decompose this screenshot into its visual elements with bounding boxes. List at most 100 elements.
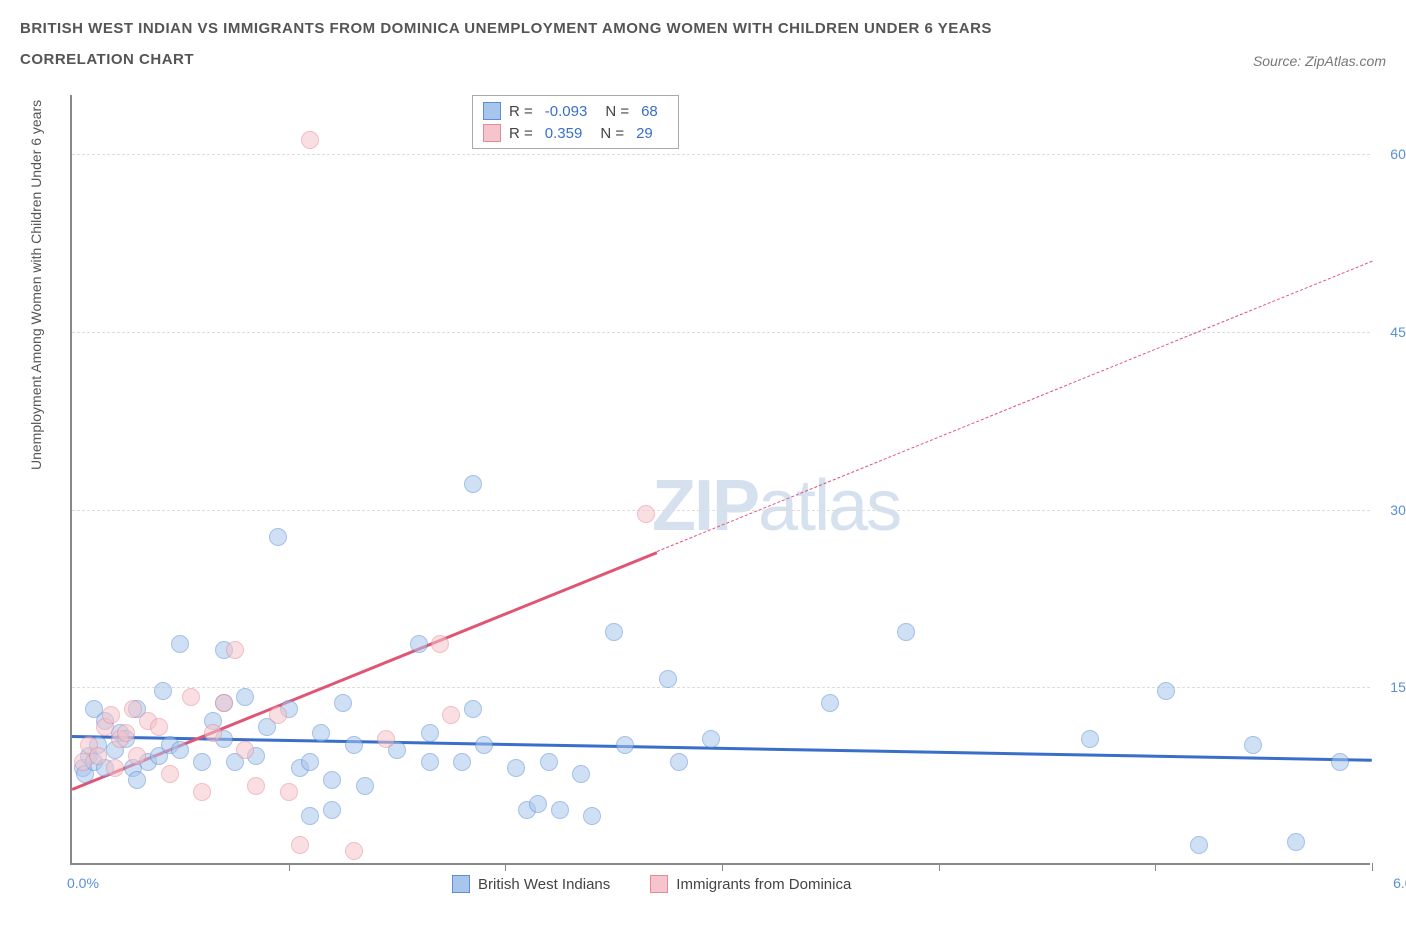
x-tick: [722, 863, 723, 871]
gridline: [72, 154, 1370, 155]
scatter-point: [821, 694, 839, 712]
scatter-point: [1190, 836, 1208, 854]
x-axis-max-label: 6.0%: [1393, 875, 1406, 891]
scatter-point: [453, 753, 471, 771]
scatter-point: [323, 801, 341, 819]
scatter-point: [702, 730, 720, 748]
scatter-point: [1331, 753, 1349, 771]
scatter-point: [128, 771, 146, 789]
scatter-point: [193, 783, 211, 801]
scatter-point: [312, 724, 330, 742]
scatter-point: [1081, 730, 1099, 748]
scatter-point: [334, 694, 352, 712]
scatter-point: [161, 765, 179, 783]
scatter-point: [128, 747, 146, 765]
scatter-point: [1287, 833, 1305, 851]
bottom-legend: British West Indians Immigrants from Dom…: [452, 875, 851, 893]
scatter-point: [215, 694, 233, 712]
x-tick: [1372, 863, 1373, 871]
scatter-point: [280, 783, 298, 801]
scatter-point: [89, 747, 107, 765]
scatter-point: [150, 718, 168, 736]
trend-line-dashed: [657, 261, 1372, 552]
scatter-point: [236, 741, 254, 759]
watermark: ZIPatlas: [652, 465, 900, 547]
x-tick: [505, 863, 506, 871]
scatter-point: [226, 641, 244, 659]
gridline: [72, 510, 1370, 511]
scatter-point: [551, 801, 569, 819]
gridline: [72, 332, 1370, 333]
scatter-point: [442, 706, 460, 724]
scatter-point: [464, 700, 482, 718]
stats-legend: R = -0.093 N = 68 R = 0.359 N = 29: [472, 95, 679, 149]
scatter-point: [464, 475, 482, 493]
stats-row-series2: R = 0.359 N = 29: [483, 122, 668, 144]
scatter-point: [291, 836, 309, 854]
legend-swatch-icon: [452, 875, 470, 893]
scatter-point: [529, 795, 547, 813]
scatter-point: [572, 765, 590, 783]
y-tick-label: 60.0%: [1390, 146, 1406, 162]
scatter-point: [1244, 736, 1262, 754]
scatter-point: [659, 670, 677, 688]
scatter-point: [124, 700, 142, 718]
scatter-point: [897, 623, 915, 641]
legend-swatch-icon: [483, 102, 501, 120]
scatter-point: [1157, 682, 1175, 700]
y-tick-label: 30.0%: [1390, 502, 1406, 518]
source-label: Source: ZipAtlas.com: [1253, 53, 1386, 69]
scatter-point: [540, 753, 558, 771]
scatter-point: [301, 131, 319, 149]
plot-area: ZIPatlas R = -0.093 N = 68 R = 0.359 N =…: [70, 95, 1370, 865]
x-tick: [1155, 863, 1156, 871]
scatter-point: [431, 635, 449, 653]
scatter-point: [637, 505, 655, 523]
scatter-point: [182, 688, 200, 706]
scatter-point: [583, 807, 601, 825]
scatter-point: [269, 528, 287, 546]
legend-item-series1: British West Indians: [452, 875, 610, 893]
chart-title-line2: CORRELATION CHART: [20, 51, 194, 68]
scatter-point: [247, 777, 265, 795]
trend-line: [72, 735, 1372, 762]
scatter-point: [301, 807, 319, 825]
scatter-point: [507, 759, 525, 777]
scatter-point: [616, 736, 634, 754]
scatter-point: [670, 753, 688, 771]
chart-title-line1: BRITISH WEST INDIAN VS IMMIGRANTS FROM D…: [20, 20, 1386, 37]
x-tick: [289, 863, 290, 871]
scatter-point: [421, 724, 439, 742]
scatter-point: [236, 688, 254, 706]
scatter-point: [323, 771, 341, 789]
scatter-point: [106, 759, 124, 777]
scatter-point: [345, 736, 363, 754]
scatter-point: [475, 736, 493, 754]
legend-item-series2: Immigrants from Dominica: [650, 875, 851, 893]
gridline: [72, 687, 1370, 688]
stats-row-series1: R = -0.093 N = 68: [483, 100, 668, 122]
scatter-point: [269, 706, 287, 724]
x-axis-min-label: 0.0%: [67, 875, 99, 891]
scatter-point: [171, 635, 189, 653]
y-axis-label: Unemployment Among Women with Children U…: [28, 100, 44, 470]
scatter-point: [345, 842, 363, 860]
legend-swatch-icon: [650, 875, 668, 893]
scatter-point: [117, 724, 135, 742]
scatter-point: [204, 724, 222, 742]
scatter-point: [356, 777, 374, 795]
legend-swatch-icon: [483, 124, 501, 142]
y-tick-label: 45.0%: [1390, 324, 1406, 340]
x-tick: [939, 863, 940, 871]
scatter-point: [605, 623, 623, 641]
scatter-point: [193, 753, 211, 771]
scatter-point: [154, 682, 172, 700]
scatter-point: [171, 741, 189, 759]
y-tick-label: 15.0%: [1390, 679, 1406, 695]
scatter-point: [421, 753, 439, 771]
scatter-point: [102, 706, 120, 724]
scatter-point: [377, 730, 395, 748]
scatter-point: [410, 635, 428, 653]
correlation-chart: BRITISH WEST INDIAN VS IMMIGRANTS FROM D…: [20, 20, 1386, 910]
scatter-point: [301, 753, 319, 771]
